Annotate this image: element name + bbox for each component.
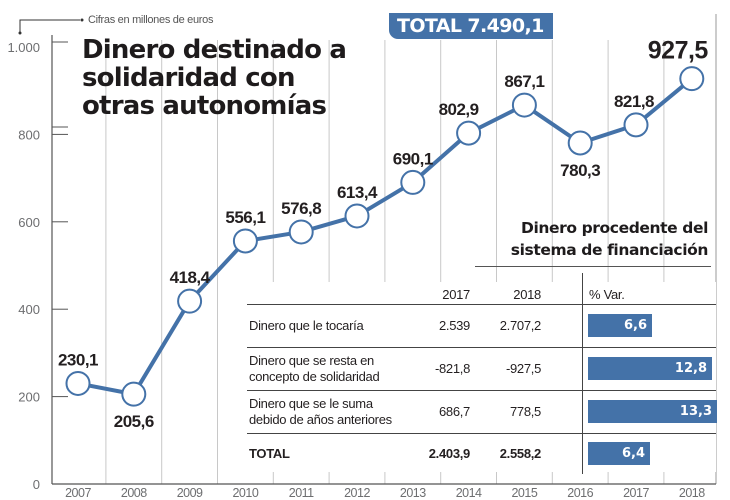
y-tick-label: 1.000 [7,40,40,55]
x-tick-label: 2013 [400,486,426,500]
table-title-rule [475,266,711,267]
row-rule [247,390,716,391]
cell-2017: 2.539 [438,317,470,333]
data-point [288,219,314,245]
y-tick-label: 600 [18,215,40,230]
cell-2017: 686,7 [438,403,470,419]
y-tick-label: 200 [18,390,40,405]
x-tick-label: 2015 [511,486,537,500]
data-point [65,370,91,396]
data-label: 205,6 [114,412,154,431]
header-var: % Var. [589,287,625,302]
header-2018: 2018 [513,287,541,302]
cell-2018: 778,5 [509,403,541,419]
data-label: 780,3 [560,161,600,180]
data-point [400,169,426,195]
row-label: debido de años anteriores [249,411,392,427]
chart-title-text: Dinero destinado a solidaridad con otras… [82,35,347,121]
units-bracket-dot [80,18,84,22]
x-tick-label: 2016 [567,486,593,500]
data-point [679,66,705,92]
data-point [344,203,370,229]
x-tick-label: 2010 [232,486,258,500]
data-label: 230,1 [58,350,98,369]
x-tick-label: 2008 [121,486,147,500]
data-point [567,130,593,156]
x-tick-label: 2009 [177,486,203,500]
table-title-line2: sistema de financiación [510,241,709,259]
header-2017: 2017 [442,287,470,302]
units-bracket-dot [18,31,22,35]
data-point [177,288,203,314]
row-label: Dinero que se resta en [249,352,374,368]
data-label: 690,1 [393,149,433,168]
row-label: concepto de solidaridad [249,368,380,384]
var-bar: 13,3 [588,399,717,423]
cell-2017: -821,8 [434,360,470,376]
x-tick-label: 2012 [344,486,370,500]
x-tick-label: 2014 [456,486,482,500]
row-label: Dinero que le tocaría [249,317,364,333]
chart-title: Dinero destinado a solidaridad con otras… [82,36,352,120]
data-label: 613,4 [337,183,378,202]
table-title: Dinero procedente del sistema de financi… [482,217,709,261]
x-tick-label: 2011 [289,486,314,500]
var-bar: 6,6 [588,313,652,337]
data-label: 556,1 [225,208,265,227]
cell-2018: -927,5 [505,360,541,376]
x-tick-label: 2018 [679,486,705,500]
data-label: 576,8 [281,199,321,218]
x-tick-label: 2007 [65,486,91,500]
cell-2018: 2.707,2 [499,317,542,333]
y-tick-label: 800 [18,127,40,142]
var-bar: 12,8 [588,356,712,380]
row-label: TOTAL [249,445,290,461]
row-label: Dinero que se le suma [249,395,373,411]
var-bar: 6,4 [588,441,650,465]
table-vertical-divider [582,273,583,474]
data-label: 821,8 [614,92,654,111]
data-point [456,120,482,146]
data-label: 418,4 [170,268,211,287]
data-point [232,228,258,254]
row-rule [247,433,716,434]
x-tick-label: 2017 [623,486,649,500]
cell-2018: 2.558,2 [499,445,542,461]
data-label: 802,9 [439,100,479,119]
data-label: 927,5 [648,37,709,65]
data-point [511,92,537,118]
y-tick-label: 0 [33,477,40,492]
units-bracket [19,19,80,33]
row-rule [247,347,716,348]
total-badge: TOTAL 7.490,1 [389,13,553,39]
data-point [623,112,649,138]
cell-2017: 2.403,9 [428,445,471,461]
title-bracket [51,41,68,128]
y-tick-label: 400 [18,302,40,317]
row-rule [247,304,716,305]
data-point [121,381,147,407]
units-note: Cifras en millones de euros [88,14,214,26]
table-title-line1: Dinero procedente del [521,219,708,237]
data-label: 867,1 [504,72,544,91]
